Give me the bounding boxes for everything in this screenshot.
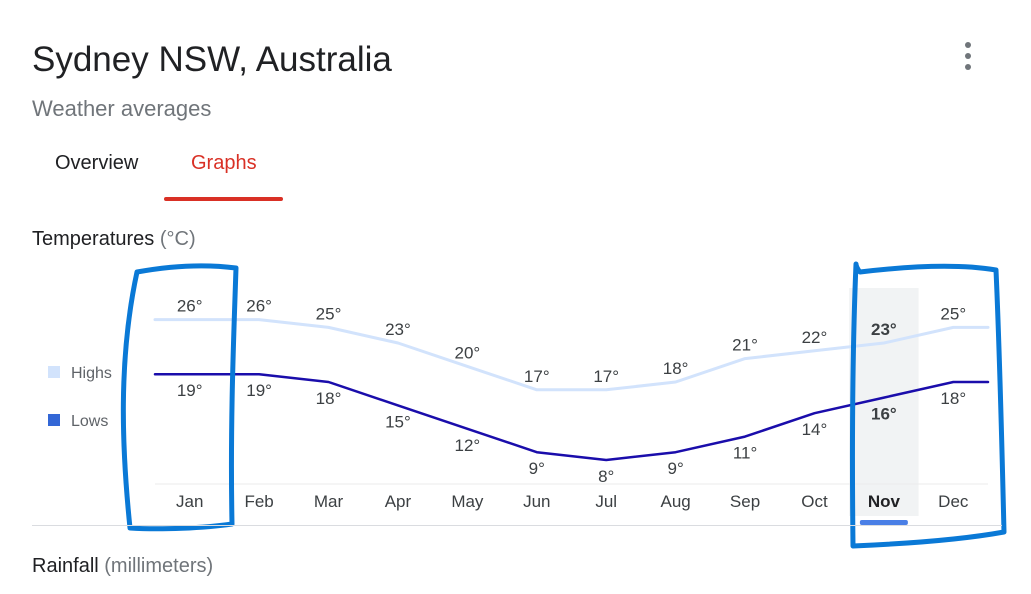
high-label-jan: 26° [177,297,203,316]
high-label-oct: 22° [802,328,828,347]
low-label-jul: 8° [598,467,614,486]
high-label-nov: 23° [871,320,897,339]
low-label-feb: 19° [246,381,272,400]
temperatures-heading: Temperatures (°C) [32,228,196,251]
section-divider [32,525,1002,526]
rainfall-label: Rainfall [32,555,99,577]
month-label-apr[interactable]: Apr [385,492,412,511]
highs-legend-label: Highs [71,365,112,382]
low-label-mar: 18° [316,389,342,408]
high-label-dec: 25° [940,304,966,323]
lows-legend-swatch [48,414,60,426]
month-label-oct[interactable]: Oct [801,492,828,511]
month-label-nov[interactable]: Nov [868,492,901,511]
low-label-apr: 15° [385,412,411,431]
lows-series-line [153,372,990,462]
location-title: Sydney NSW, Australia [32,40,392,79]
month-label-feb[interactable]: Feb [244,492,273,511]
annotation-box-nov-dec [849,261,1007,549]
low-label-jan: 19° [177,381,203,400]
temperatures-unit: (°C) [159,228,196,250]
low-label-sep: 11° [733,444,757,463]
month-label-dec[interactable]: Dec [938,492,969,511]
low-label-oct: 14° [802,420,828,439]
highs-series-line [153,318,990,392]
low-label-nov: 16° [871,405,897,424]
active-tab-indicator [164,197,283,201]
high-label-apr: 23° [385,320,411,339]
tab-graphs[interactable]: Graphs [191,152,257,174]
high-label-jul: 17° [593,367,619,386]
low-label-may: 12° [455,436,481,455]
tab-overview[interactable]: Overview [55,152,139,174]
rainfall-heading: Rainfall (millimeters) [32,555,213,578]
low-label-jun: 9° [529,459,545,478]
lows-legend-label: Lows [71,413,108,430]
high-label-aug: 18° [663,359,689,378]
high-label-mar: 25° [316,304,342,323]
low-label-aug: 9° [667,459,683,478]
month-label-jul[interactable]: Jul [595,492,617,511]
high-label-may: 20° [455,343,481,362]
month-label-mar[interactable]: Mar [314,492,344,511]
selected-month-indicator [859,520,908,525]
month-label-jan[interactable]: Jan [176,492,203,511]
annotation-box-jan [120,263,239,532]
high-label-jun: 17° [524,367,550,386]
low-label-dec: 18° [940,389,966,408]
page-subtitle: Weather averages [32,96,212,121]
month-label-sep[interactable]: Sep [730,492,760,511]
high-label-feb: 26° [246,297,272,316]
rainfall-unit: (millimeters) [104,555,214,577]
month-label-may[interactable]: May [451,492,484,511]
highs-legend-swatch [48,366,60,378]
temperatures-label: Temperatures [32,228,155,250]
month-label-aug[interactable]: Aug [661,492,691,511]
more-vert-icon[interactable] [955,38,983,74]
month-label-jun[interactable]: Jun [523,492,550,511]
high-label-sep: 21° [732,336,758,355]
